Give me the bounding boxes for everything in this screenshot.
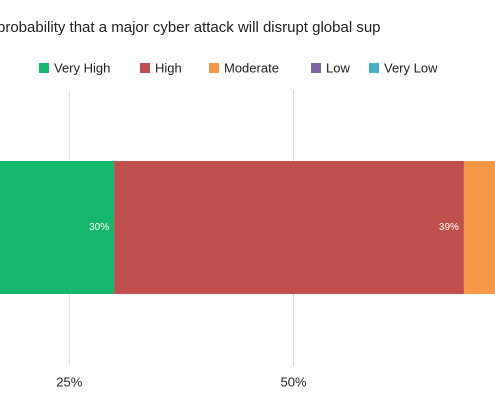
legend-label: Low [326, 60, 350, 75]
chart-title: probability that a major cyber attack wi… [0, 19, 381, 36]
legend-swatch [140, 63, 150, 73]
legend-label: High [155, 60, 182, 75]
bar-segment [0, 161, 115, 294]
bar-segment [114, 161, 464, 294]
legend-swatch [209, 63, 219, 73]
data-label: 30% [89, 222, 109, 233]
bar-segment [463, 161, 495, 294]
legend-swatch [369, 63, 379, 73]
data-label: 39% [439, 222, 459, 233]
legend-label: Very High [54, 60, 110, 75]
legend-swatch [39, 63, 49, 73]
legend-label: Very Low [384, 60, 438, 75]
x-tick-label: 25% [56, 374, 82, 389]
legend-swatch [311, 63, 321, 73]
legend-label: Moderate [224, 60, 279, 75]
x-tick-label: 50% [280, 374, 306, 389]
